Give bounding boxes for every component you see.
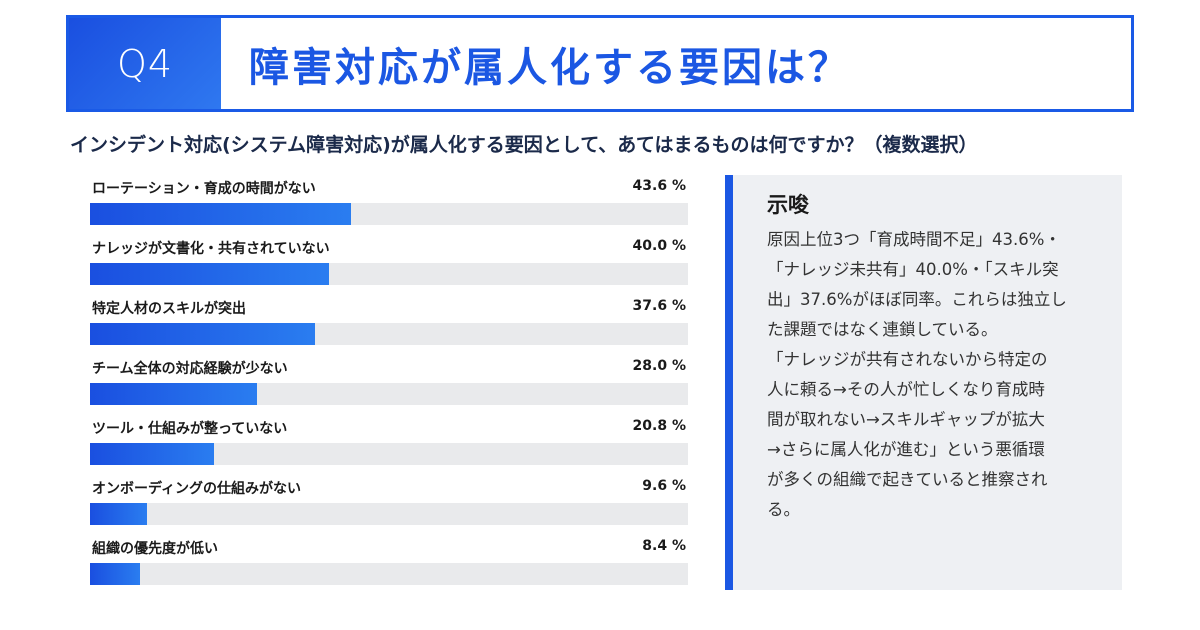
- bar-value-label: 20.8 %: [632, 418, 686, 434]
- header: Q4 障害対応が属人化する要因は？: [66, 15, 1134, 112]
- bar-label: 組織の優先度が低い: [92, 541, 218, 557]
- bar-track: [90, 563, 688, 585]
- bar-value-label: 28.0 %: [632, 358, 686, 374]
- bar-value-label: 40.0 %: [632, 238, 686, 254]
- bar-row: オンボーディングの仕組みがない 9.6 %: [90, 478, 688, 538]
- bar-label: ナレッジが文書化・共有されていない: [92, 241, 330, 257]
- bar-track: [90, 383, 688, 405]
- bar-label: ツール・仕組みが整っていない: [92, 421, 288, 437]
- bar: [90, 323, 315, 345]
- bar-label: 特定人材のスキルが突出: [92, 301, 246, 317]
- page-title: 障害対応が属人化する要因は？: [249, 44, 851, 91]
- bar-row: ローテーション・育成の時間がない 43.6 %: [90, 178, 688, 238]
- insight-line: た課題ではなく連鎖している。: [767, 320, 998, 339]
- bar-row: ツール・仕組みが整っていない 20.8 %: [90, 418, 688, 478]
- bar-track: [90, 263, 688, 285]
- insight-title: 示唆: [767, 193, 809, 217]
- bar-label: ローテーション・育成の時間がない: [92, 181, 316, 197]
- bar-label: チーム全体の対応経験が少ない: [92, 361, 288, 377]
- bar: [90, 503, 148, 525]
- bar-row: チーム全体の対応経験が少ない 28.0 %: [90, 358, 688, 418]
- bar: [90, 263, 330, 285]
- bar-track: [90, 323, 688, 345]
- bar-value-label: 43.6 %: [632, 178, 686, 194]
- insight-line: 人に頼る→その人が忙しくなり育成時: [767, 380, 1045, 399]
- insight-line: る。: [767, 500, 800, 519]
- bar-row: 特定人材のスキルが突出 37.6 %: [90, 298, 688, 358]
- insight-panel: 示唆 原因上位3つ「育成時間不足」43.6%・ 「ナレッジ未共有」40.0%・「ス…: [725, 175, 1122, 590]
- bar-track: [90, 503, 688, 525]
- insight-line: 「ナレッジ未共有」40.0%・「スキル突: [767, 260, 1059, 279]
- bar: [90, 563, 141, 585]
- bar-row: ナレッジが文書化・共有されていない 40.0 %: [90, 238, 688, 298]
- insight-line: 出」37.6%がほぼ同率。これらは独立し: [767, 290, 1067, 309]
- question-number-badge: Q4: [69, 18, 221, 109]
- bar: [90, 203, 351, 225]
- insight-line: 間が取れない→スキルギャップが拡大: [767, 410, 1045, 429]
- insight-line: が多くの組織で起きていると推察され: [767, 470, 1048, 489]
- bar-row: 組織の優先度が低い 8.4 %: [90, 538, 688, 598]
- bar-value-label: 37.6 %: [632, 298, 686, 314]
- bar: [90, 443, 215, 465]
- insight-line: 原因上位3つ「育成時間不足」43.6%・: [767, 230, 1061, 249]
- insight-text: 原因上位3つ「育成時間不足」43.6%・ 「ナレッジ未共有」40.0%・「スキル突…: [767, 225, 1096, 525]
- bar-chart: ローテーション・育成の時間がない 43.6 % ナレッジが文書化・共有されていない 4…: [90, 178, 688, 598]
- bar-value-label: 9.6 %: [642, 478, 686, 494]
- bar-track: [90, 203, 688, 225]
- bar-label: オンボーディングの仕組みがない: [92, 481, 302, 497]
- insight-line: →さらに属人化が進む」という悪循環: [767, 440, 1045, 459]
- bar-value-label: 8.4 %: [642, 538, 686, 554]
- survey-question: インシデント対応(システム障害対応)が属人化する要因として、あてはまるものは何で…: [70, 134, 978, 156]
- bar: [90, 383, 258, 405]
- bar-track: [90, 443, 688, 465]
- insight-line: 「ナレッジが共有されないから特定の: [767, 350, 1048, 369]
